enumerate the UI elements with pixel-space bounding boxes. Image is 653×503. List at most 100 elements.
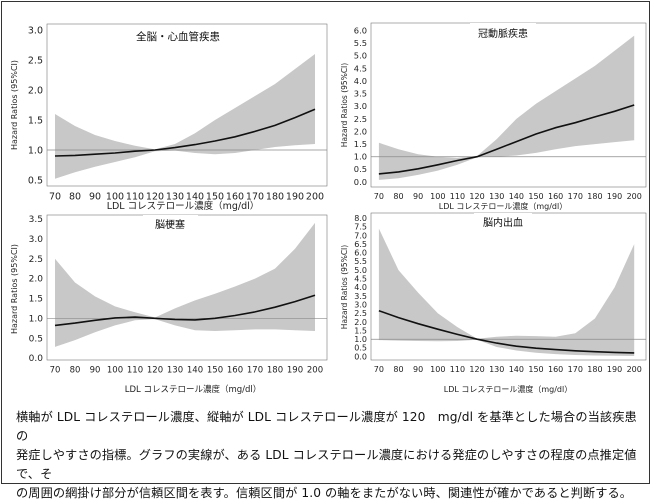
x-tick-label: 190 (287, 366, 303, 376)
y-tick-label: 0.0 (354, 352, 367, 361)
x-tick-label: 70 (374, 365, 384, 374)
y-tick-label: 5.0 (354, 51, 367, 61)
x-axis-label: LDL コレステロール濃度（mg/dl） (439, 201, 567, 211)
x-tick-label: 100 (430, 192, 445, 201)
x-tick-label: 130 (166, 192, 184, 203)
chart-cerebral-hemorrhage: 0.0 0.5 1.0 1.5 2.0 2.5 3.0 3.5 4.0 4.5 5.0 5.5 6.0 6… (338, 207, 650, 402)
y-tick-label: 3.0 (354, 101, 367, 111)
x-tick-label: 160 (227, 366, 243, 376)
confidence-band-layer (55, 54, 315, 179)
y-tick-label: 7.5 (354, 223, 367, 232)
y-tick-label: 3.0 (29, 235, 44, 245)
chart-title: 全脳・心血管疾患 (136, 30, 220, 43)
x-tick-label: 110 (126, 192, 144, 203)
y-tick-label: 5.5 (354, 38, 367, 48)
x-tick-label: 130 (489, 192, 504, 201)
title-box (470, 23, 536, 44)
y-tick-label: 4.0 (354, 76, 367, 86)
y-tick-label: 6.5 (354, 240, 367, 249)
y-tick-label: 2.5 (354, 114, 367, 124)
chart-cerebral-infarction: 0.0 0.5 1.0 1.5 2.0 2.5 3.0 3.5 70 80 90 100 110 120… (5, 207, 335, 402)
x-tick-label: 140 (186, 192, 204, 203)
y-tick-label: 6.0 (354, 249, 367, 258)
estimate-line-layer (378, 309, 635, 354)
y-tick-label: 3.5 (29, 215, 43, 225)
x-tick-label: 140 (509, 192, 524, 201)
chart-title: 冠動脈疾患 (478, 27, 528, 40)
y-tick-labels: 0.5 1.0 1.5 2.0 2.5 3.0 (28, 25, 43, 186)
x-tick-label: 70 (49, 192, 61, 203)
chart-title: 脳内出血 (483, 216, 523, 229)
x-tick-label: 160 (226, 192, 244, 203)
x-tick-labels: 70 80 90 100 110 120 130 140 150 160 170 180 190 200 (49, 192, 324, 203)
y-tick-label: 7.0 (354, 231, 367, 240)
y-tick-label: 5.5 (354, 257, 367, 266)
y-tick-label: 1.0 (28, 145, 43, 156)
y-tick-label: 6.0 (354, 25, 367, 35)
y-tick-labels: 0.0 0.5 1.0 1.5 2.0 2.5 3.0 3.5 (29, 215, 44, 364)
x-tick-label: 130 (489, 365, 504, 374)
chart-svg: 0.00.51.01.52.02.53.03.54.04.55.05.56.06… (340, 212, 647, 394)
y-tick-labels: 0.00.51.01.52.02.53.03.54.04.55.05.56.06… (354, 214, 367, 361)
y-tick-label: 0.0 (29, 354, 44, 364)
y-tick-label: 4.5 (354, 275, 367, 284)
y-tick-label: 0.0 (354, 177, 367, 187)
x-tick-label: 160 (548, 192, 563, 201)
confidence-band-layer (55, 222, 315, 347)
x-tick-label: 180 (267, 366, 283, 376)
x-tick-label: 180 (587, 365, 602, 374)
confidence-band (378, 35, 635, 180)
x-tick-label: 170 (568, 192, 583, 201)
y-tick-label: 2.5 (29, 255, 43, 265)
estimate-line-layer (54, 108, 316, 157)
chart-coronary: 0.0 0.5 1.0 1.5 2.0 2.5 3.0 3.5 4.0 4.5 5.0 5.5 6.0 … (338, 14, 650, 214)
x-tick-label: 130 (167, 366, 183, 376)
x-tick-label: 140 (509, 365, 524, 374)
confidence-band (55, 222, 315, 347)
x-tick-label: 150 (528, 192, 543, 201)
x-tick-label: 170 (247, 366, 263, 376)
x-tick-label: 90 (89, 192, 101, 203)
y-tick-label: 3.5 (354, 292, 367, 301)
x-tick-label: 160 (548, 365, 563, 374)
x-tick-label: 120 (147, 366, 163, 376)
x-tick-label: 80 (70, 366, 81, 376)
y-tick-label: 1.0 (29, 314, 44, 324)
estimate-line (54, 108, 316, 157)
x-tick-label: 150 (207, 366, 223, 376)
x-tick-label: 120 (469, 365, 484, 374)
x-axis-label: LDL コレステロール濃度（mg/dl） (125, 384, 262, 395)
x-tick-label: 70 (374, 192, 384, 201)
x-tick-label: 200 (306, 192, 324, 203)
x-tick-labels: 70 80 90 100 110 120 130 140 150 160 170 180 190 200 (374, 365, 642, 374)
x-tick-label: 170 (568, 365, 583, 374)
y-tick-label: 1.0 (354, 152, 367, 162)
figure-caption: 横軸が LDL コレステロール濃度、縦軸が LDL コレステロール濃度が 120… (16, 408, 641, 503)
x-tick-label: 70 (50, 366, 61, 376)
x-tick-label: 180 (266, 192, 284, 203)
y-tick-label: 2.5 (354, 309, 367, 318)
y-tick-label: 3.0 (354, 300, 367, 309)
x-tick-label: 100 (107, 366, 123, 376)
chart-title: 脳梗塞 (155, 218, 185, 231)
x-tick-labels: 70 80 90 100 110 120 130 140 150 160 170 180 190 200 (374, 192, 642, 201)
x-tick-label: 110 (127, 366, 143, 376)
chart-svg: 0.0 0.5 1.0 1.5 2.0 2.5 3.0 3.5 70 80 90 100 110 120… (10, 214, 328, 395)
x-tick-label: 110 (450, 192, 465, 201)
y-tick-label: 5.0 (354, 266, 367, 275)
estimate-line-layer (54, 294, 316, 327)
y-tick-label: 0.5 (28, 175, 43, 186)
x-tick-label: 190 (286, 192, 304, 203)
y-axis-label: Hazard Ratios (95%CI) (340, 63, 349, 147)
x-tick-label: 200 (627, 365, 642, 374)
x-tick-label: 150 (528, 365, 543, 374)
y-tick-label: 2.0 (354, 318, 367, 327)
y-tick-label: 2.0 (28, 85, 43, 96)
y-tick-label: 4.0 (354, 283, 367, 292)
confidence-band (378, 228, 635, 356)
x-tick-label: 90 (413, 192, 423, 201)
x-tick-label: 180 (587, 192, 602, 201)
x-tick-label: 110 (450, 365, 465, 374)
y-tick-label: 0.5 (354, 164, 367, 174)
confidence-band (55, 54, 315, 179)
